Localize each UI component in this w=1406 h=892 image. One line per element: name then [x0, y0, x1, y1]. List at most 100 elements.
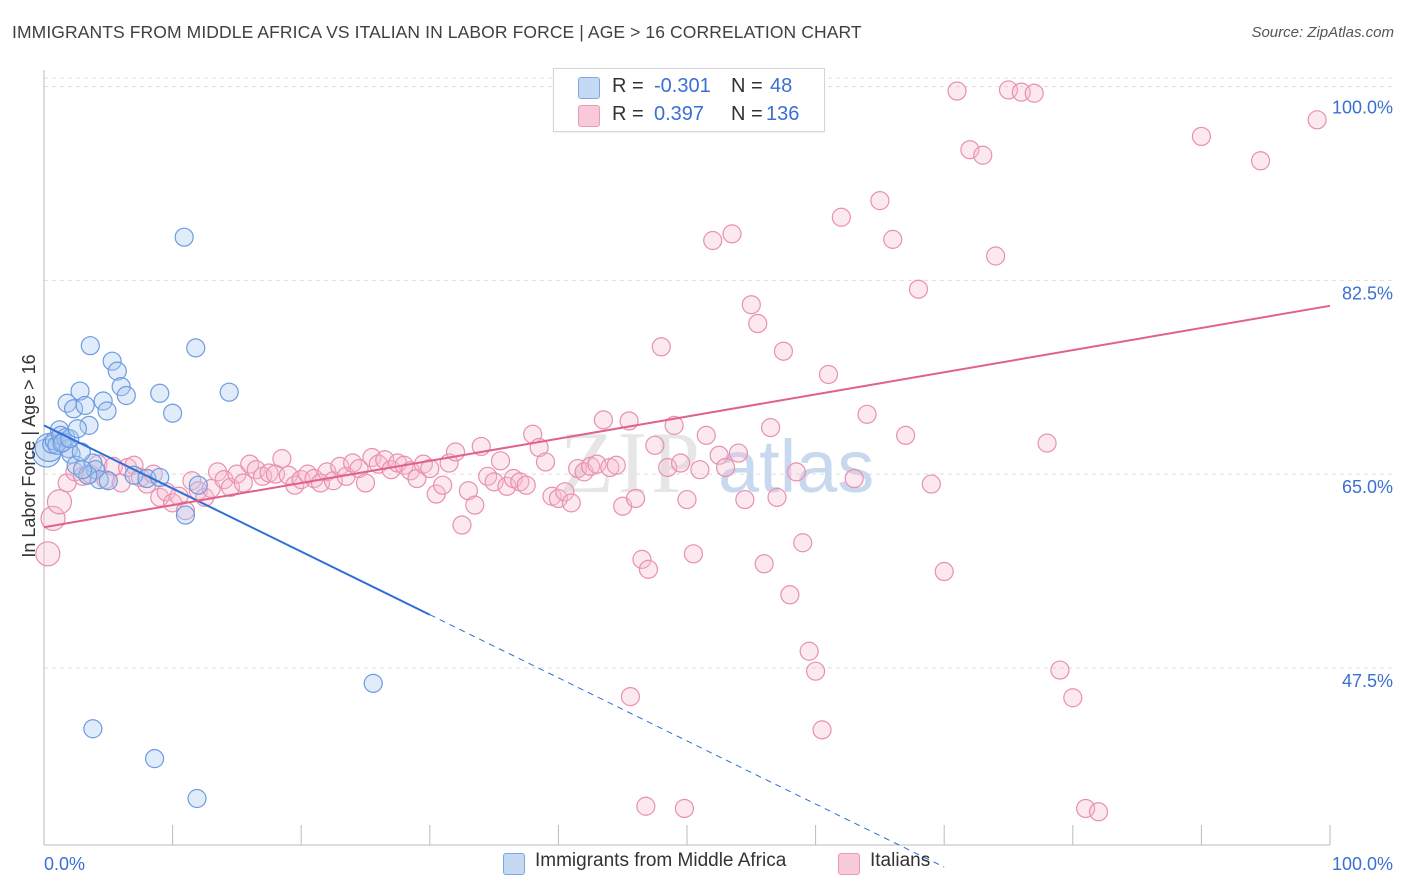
middle-africa-point — [163, 403, 183, 423]
middle-africa-point — [116, 385, 136, 406]
italians-point — [35, 541, 61, 567]
pink-swatch-icon — [578, 105, 600, 127]
y-tick-label: 47.5% — [1342, 671, 1393, 691]
italians-point — [748, 313, 768, 334]
italians-point — [407, 468, 427, 489]
italians-point — [857, 404, 877, 424]
italians-point — [1063, 688, 1083, 708]
italians-point — [934, 561, 954, 582]
italians-point — [664, 415, 684, 435]
italians-point — [658, 457, 678, 478]
middle-africa-point — [175, 505, 196, 525]
n-value: 48 — [770, 75, 793, 97]
y-tick-label: 100.0% — [1332, 98, 1393, 118]
n-value: 136 — [766, 103, 800, 125]
italians-point — [458, 481, 478, 501]
italians-point — [870, 191, 890, 211]
middle-africa-point — [72, 460, 93, 480]
italians-point — [645, 435, 665, 455]
italians-point — [46, 489, 73, 515]
source-credit: Source: ZipAtlas.com — [1251, 24, 1394, 41]
italians-point — [1307, 110, 1327, 130]
middle-africa-point — [93, 391, 113, 411]
italians-point — [516, 475, 536, 495]
italians-point — [670, 453, 691, 473]
blue-swatch-icon — [503, 853, 525, 875]
italians-point — [818, 364, 839, 385]
italians-point — [690, 460, 710, 480]
x-tick-label: 0.0% — [44, 854, 85, 874]
pink-swatch-icon — [838, 853, 860, 875]
italians-point — [973, 145, 993, 165]
middle-africa-point — [150, 383, 170, 403]
italians-point — [638, 559, 659, 579]
zipatlas-watermark: ZIP atlas — [560, 415, 874, 512]
italians-point — [674, 798, 695, 819]
italians-point — [1250, 151, 1271, 171]
italians-point — [683, 544, 704, 564]
middle-africa-point — [188, 475, 208, 495]
watermark-atlas: atlas — [718, 425, 874, 508]
italians-point — [715, 457, 736, 478]
y-axis-label: In Labor Force | Age > 16 — [19, 354, 39, 557]
italians-point — [696, 425, 716, 445]
middle-africa-point — [78, 465, 98, 485]
italians-point — [606, 455, 626, 475]
italians-point — [921, 474, 941, 494]
middle-africa-point — [70, 381, 90, 401]
italians-point — [986, 246, 1006, 266]
italians-point — [555, 482, 575, 502]
italians-point — [355, 473, 376, 493]
middle-africa-point — [107, 361, 127, 381]
italians-point — [208, 462, 228, 482]
italians-point — [651, 337, 671, 357]
italians-point — [1024, 83, 1044, 103]
middle-africa-point — [186, 338, 206, 358]
italians-point — [259, 463, 279, 483]
middle-africa-point — [63, 399, 84, 419]
italians-points — [35, 80, 1327, 822]
italians-point — [632, 549, 652, 569]
italians-point — [677, 489, 697, 510]
middle-africa-point — [83, 719, 103, 739]
r-label: R = — [612, 103, 644, 125]
italians-point — [1050, 660, 1070, 680]
italians-point — [760, 418, 781, 438]
tick-labels: 47.5% 65.0% 82.5% 100.0% 0.0% 100.0% — [44, 98, 1393, 874]
italians-point — [844, 468, 864, 489]
italians-point — [786, 462, 806, 482]
middle-africa-point — [67, 419, 88, 439]
middle-africa-point — [102, 351, 122, 371]
r-value: -0.301 — [654, 75, 711, 97]
italians-point — [773, 341, 794, 361]
italians-point — [812, 720, 832, 740]
italians-point — [896, 425, 916, 445]
italians-point — [741, 295, 761, 315]
middle-africa-trend-extension — [429, 614, 945, 868]
grid-lines — [44, 77, 1394, 669]
n-label: N = — [731, 75, 763, 97]
middle-africa-point — [187, 788, 207, 809]
italians-point — [908, 279, 929, 299]
middle-africa-point — [174, 227, 194, 247]
italians-point — [1191, 126, 1212, 147]
italians-point — [272, 449, 292, 469]
middle-africa-point — [79, 415, 99, 435]
italians-point — [1037, 433, 1057, 453]
italians-point — [728, 443, 749, 463]
legend-label: Immigrants from Middle Africa — [535, 850, 787, 871]
blue-swatch-icon — [578, 77, 600, 99]
middle-africa-point — [363, 673, 383, 693]
x-tick-label: 100.0% — [1332, 854, 1393, 874]
italians-point — [805, 661, 826, 681]
italians-point — [465, 495, 485, 515]
italians-point — [452, 515, 472, 535]
italians-point — [490, 451, 511, 471]
axes — [43, 70, 1331, 846]
italians-point — [947, 81, 967, 101]
italians-point — [722, 224, 742, 244]
italians-point — [561, 493, 581, 513]
y-tick-label: 82.5% — [1342, 283, 1393, 303]
italians-point — [831, 207, 851, 227]
